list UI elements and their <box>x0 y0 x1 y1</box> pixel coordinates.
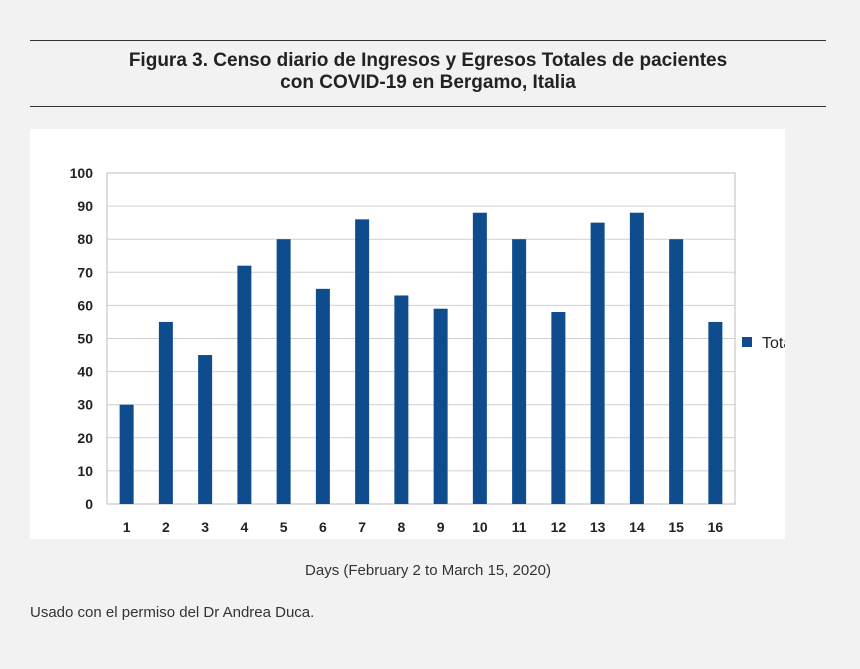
bar <box>315 288 330 504</box>
bar <box>512 239 527 504</box>
y-tick-label: 90 <box>77 198 93 214</box>
x-axis-label: Days (February 2 to March 15, 2020) <box>305 562 551 579</box>
x-tick-label: 8 <box>397 519 405 535</box>
bar <box>708 321 723 504</box>
x-tick-label: 4 <box>240 519 248 535</box>
bar <box>551 312 566 504</box>
x-tick-label: 5 <box>280 519 288 535</box>
x-tick-label: 14 <box>629 519 645 535</box>
x-tick-label: 3 <box>201 519 209 535</box>
x-tick-label: 12 <box>551 519 567 535</box>
bar <box>472 212 487 504</box>
bar <box>590 222 605 504</box>
y-tick-label: 0 <box>85 496 93 512</box>
x-tick-label: 2 <box>162 519 170 535</box>
x-tick-label: 10 <box>472 519 488 535</box>
y-tick-label: 40 <box>77 364 93 380</box>
x-tick-label: 11 <box>512 519 527 535</box>
bar <box>629 212 644 504</box>
figure-title-line1: Figura 3. Censo diario de Ingresos y Egr… <box>128 50 728 71</box>
bar <box>433 308 448 504</box>
x-tick-label: 7 <box>358 519 366 535</box>
y-tick-label: 20 <box>77 430 93 446</box>
figure-title: Figura 3. Censo diario de Ingresos y Egr… <box>30 50 826 94</box>
y-tick-label: 10 <box>77 463 93 479</box>
y-tick-label: 80 <box>77 231 93 247</box>
credit-text: Usado con el permiso del Dr Andrea Duca. <box>30 604 315 621</box>
figure-title-line2: con COVID-19 en Bergamo, Italia <box>280 72 576 93</box>
y-tick-label: 50 <box>77 331 93 347</box>
chart-panel: 0 10 20 30 40 50 60 70 80 90 100 1 2 3 4 5 6 7 8 9 10 11 12 13 1… <box>30 129 785 539</box>
bar <box>198 355 213 504</box>
y-tick-label: 70 <box>77 264 93 280</box>
bar <box>355 219 370 504</box>
plot-frame <box>106 172 736 505</box>
x-tick-label: 16 <box>708 519 724 535</box>
bar <box>237 265 252 504</box>
bar <box>394 295 409 504</box>
y-tick-label: 30 <box>77 397 93 413</box>
y-tick-label: 60 <box>77 297 93 313</box>
legend-label: Total <box>762 335 785 352</box>
top-rule <box>30 40 826 41</box>
y-tick-label: 100 <box>70 165 94 181</box>
x-tick-label: 13 <box>590 519 606 535</box>
x-tick-label: 1 <box>123 519 131 535</box>
bar <box>669 239 684 504</box>
bar <box>158 321 173 504</box>
x-tick-label: 15 <box>668 519 684 535</box>
x-tick-label: 6 <box>319 519 327 535</box>
bar <box>276 239 291 504</box>
legend-swatch <box>742 337 752 347</box>
bottom-rule <box>30 106 826 107</box>
bar <box>119 404 134 504</box>
x-tick-label: 9 <box>437 519 445 535</box>
